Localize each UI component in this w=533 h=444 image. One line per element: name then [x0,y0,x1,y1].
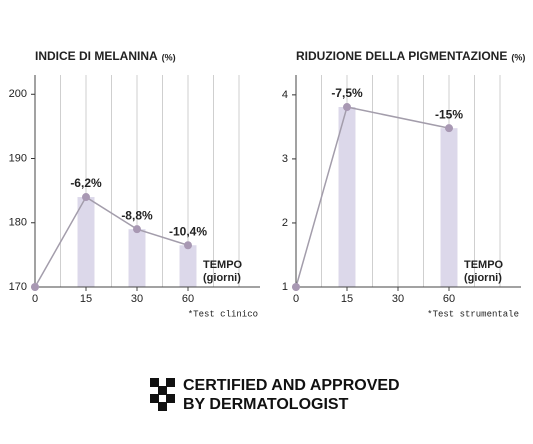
bar [128,229,146,287]
x-axis-label: TEMPO [464,259,504,271]
y-tick-label: 3 [282,153,288,165]
x-tick-label: 0 [293,293,299,305]
x-tick-label: 0 [32,293,38,305]
value-label: -15% [435,107,463,121]
footnote: *Test strumentale [427,309,519,319]
x-tick-label: 15 [341,293,353,305]
chart-unit: (%) [511,52,525,62]
point [133,225,141,234]
y-tick-label: 4 [282,89,288,101]
y-tick-label: 1 [282,281,288,293]
logo-text: BY DERMATOLOGIST [183,396,349,413]
chart-title: RIDUZIONE DELLA PIGMENTAZIONE [296,49,507,63]
bar [179,245,197,287]
point [445,124,453,133]
bar [77,197,95,287]
y-tick-label: 2 [282,217,288,229]
point [184,241,192,250]
value-label: -8,8% [121,208,153,222]
point [292,283,300,291]
x-tick-label: 30 [392,293,404,305]
chart-title: INDICE DI MELANINA [35,49,158,63]
logo-icon [150,378,175,411]
point [343,103,351,112]
point [31,283,39,291]
x-tick-label: 60 [182,293,194,305]
y-tick-label: 190 [9,152,27,164]
x-axis-label: TEMPO [203,259,243,271]
value-label: -6,2% [70,176,102,190]
x-axis-sublabel: (giorni) [203,272,241,284]
y-tick-label: 200 [9,88,27,100]
footnote: *Test clinico [188,309,258,319]
y-tick-label: 170 [9,281,27,293]
x-axis-sublabel: (giorni) [464,272,502,284]
logo-text: CERTIFIED AND APPROVED [183,377,400,394]
bar [338,107,356,287]
bar [440,128,458,287]
x-tick-label: 60 [443,293,455,305]
x-tick-label: 15 [80,293,92,305]
value-label: -7,5% [331,86,363,100]
value-label: -10,4% [169,224,207,238]
x-tick-label: 30 [131,293,143,305]
y-tick-label: 180 [9,217,27,229]
line [34,196,189,288]
point [82,193,90,202]
chart-unit: (%) [162,52,176,62]
